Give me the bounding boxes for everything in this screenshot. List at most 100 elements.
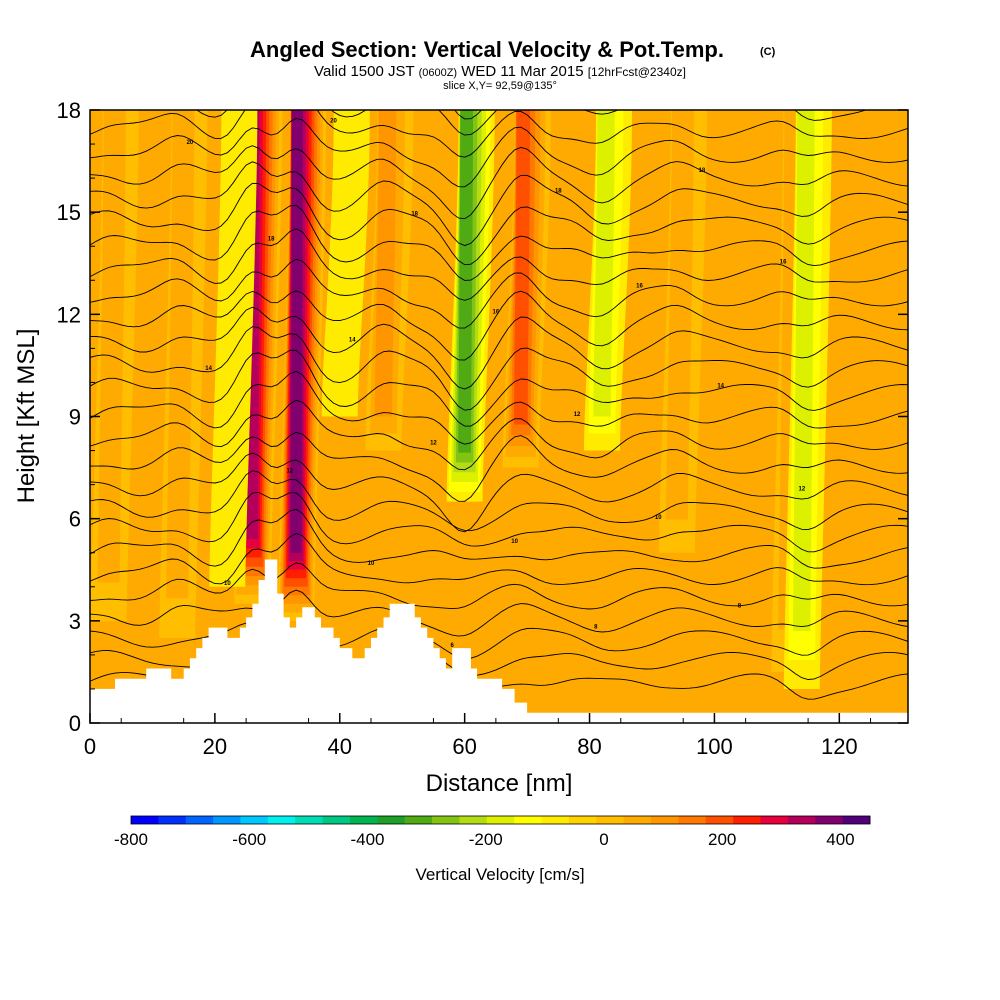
x-tick-label: 60 bbox=[452, 734, 476, 759]
theta-contour bbox=[90, 431, 908, 502]
theta-contour bbox=[90, 110, 908, 158]
downdraft-plume-3-band-0 bbox=[321, 110, 370, 417]
theta-contour bbox=[90, 290, 908, 361]
colorbar-swatch bbox=[541, 816, 570, 824]
theta-contour bbox=[90, 399, 908, 471]
theta-contour bbox=[90, 258, 908, 329]
colorbar-tick-label: -400 bbox=[350, 830, 384, 849]
colorbar-swatch bbox=[158, 816, 187, 824]
x-tick-label: 0 bbox=[84, 734, 96, 759]
colorbar-swatch bbox=[842, 816, 871, 824]
colorbar-swatch bbox=[131, 816, 159, 824]
theta-contour bbox=[90, 470, 908, 532]
colorbar-tick-label: 400 bbox=[826, 830, 854, 849]
theta-contour-label: 20 bbox=[617, 79, 624, 85]
y-tick-label: 6 bbox=[69, 507, 81, 532]
colorbar-label: Vertical Velocity [cm/s] bbox=[415, 865, 584, 884]
theta-contour bbox=[90, 145, 908, 220]
theta-contour-label: 12 bbox=[574, 412, 581, 418]
updraft-plume-3-band-2 bbox=[374, 110, 397, 417]
theta-contour-label: 20 bbox=[187, 140, 194, 146]
theta-contour bbox=[90, 491, 908, 553]
downdraft-plume-2-band-2 bbox=[793, 110, 815, 632]
theta-contour-label: 16 bbox=[780, 259, 787, 265]
theta-contour-label: 12 bbox=[799, 487, 806, 493]
theta-contour bbox=[90, 533, 908, 586]
theta-contour-label: 10 bbox=[368, 561, 375, 567]
valid-prefix: Valid 1500 JST bbox=[314, 63, 414, 80]
x-axis: 0 20 40 60 80 100 120 bbox=[84, 713, 872, 759]
theta-contour bbox=[90, 508, 908, 569]
y-axis: 0 3 6 9 12 15 18 bbox=[57, 98, 908, 736]
colorbar-swatch bbox=[787, 816, 816, 824]
theta-contour-label: 14 bbox=[205, 366, 212, 372]
downdraft-plume-0-band-5 bbox=[458, 110, 473, 453]
downdraft-plume-1-band-2 bbox=[593, 110, 615, 417]
updraft-plume-2-band-4 bbox=[514, 110, 531, 425]
x-tick-label: 40 bbox=[328, 734, 352, 759]
colorbar bbox=[130, 815, 871, 825]
theta-contour bbox=[90, 452, 908, 533]
colorbar-swatch bbox=[815, 816, 844, 824]
valid-time-line: Valid 1500 JST (0600Z) WED 11 Mar 2015 [… bbox=[314, 63, 686, 80]
theta-contour bbox=[90, 204, 908, 281]
colorbar-swatch bbox=[322, 816, 351, 824]
y-tick-label: 9 bbox=[69, 405, 81, 430]
colorbar-swatch bbox=[623, 816, 652, 824]
colorbar-swatch bbox=[349, 816, 378, 824]
colorbar-swatch bbox=[596, 816, 625, 824]
x-axis-label: Distance [nm] bbox=[426, 770, 573, 797]
x-tick-label: 80 bbox=[577, 734, 601, 759]
updraft-plume-4-band-1 bbox=[166, 110, 195, 599]
colorbar-tick-label: -800 bbox=[114, 830, 148, 849]
colorbar-swatch bbox=[568, 816, 597, 824]
theta-contour bbox=[90, 589, 908, 637]
x-tick-label: 100 bbox=[696, 734, 733, 759]
colorbar-swatch bbox=[459, 816, 488, 824]
theta-contour-label: 6 bbox=[450, 643, 454, 649]
theta-contour-label: 10 bbox=[511, 539, 518, 545]
theta-contour-label: 8 bbox=[738, 603, 742, 609]
colorbar-swatch bbox=[213, 816, 241, 824]
updraft-plume-7-band-1 bbox=[97, 110, 126, 583]
colorbar-swatch bbox=[651, 816, 679, 824]
theta-contour-label: 14 bbox=[349, 338, 356, 344]
colorbar-swatch bbox=[240, 816, 269, 824]
downdraft-plume-4-band-0 bbox=[209, 110, 258, 587]
colorbar-ticks: -800 -600 -400 -200 0 200 400 bbox=[114, 830, 855, 849]
chart-title: Angled Section: Vertical Velocity & Pot.… bbox=[250, 37, 724, 62]
colorbar-tick-label: -200 bbox=[469, 830, 503, 849]
colorbar-swatch bbox=[733, 816, 761, 824]
theta-contour-label: 10 bbox=[655, 515, 662, 521]
theta-contour bbox=[90, 306, 908, 390]
theta-contour-label: 16 bbox=[493, 310, 500, 316]
colorbar-tick-label: 0 bbox=[599, 830, 608, 849]
theta-contour-label: 8 bbox=[594, 624, 598, 630]
y-axis-label: Height [Kft MSL] bbox=[13, 329, 40, 504]
valid-forecast: [12hrFcst@2340z] bbox=[588, 65, 686, 79]
theta-contour bbox=[90, 370, 908, 445]
colorbar-swatch bbox=[267, 816, 296, 824]
y-tick-label: 15 bbox=[57, 200, 81, 225]
updraft-plume-6-band-1 bbox=[665, 110, 694, 520]
updraft-plume-1-band-8 bbox=[290, 110, 303, 553]
x-tick-label: 120 bbox=[821, 734, 858, 759]
theta-contour-label: 10 bbox=[224, 581, 231, 587]
plot-area: 4468810101010121212121414141616161818181… bbox=[90, 79, 908, 723]
colorbar-tick-label: -600 bbox=[232, 830, 266, 849]
colorbar-swatch bbox=[760, 816, 789, 824]
theta-contour bbox=[90, 161, 908, 247]
terrain-mask bbox=[90, 559, 908, 723]
colorbar-swatch bbox=[678, 816, 707, 824]
chart-title-suffix: (C) bbox=[760, 46, 776, 58]
theta-contour bbox=[90, 349, 908, 427]
theta-contour-label: 20 bbox=[330, 119, 337, 125]
colorbar-swatch bbox=[295, 816, 323, 824]
theta-contour-label: 12 bbox=[430, 441, 437, 447]
theta-contour-label: 20 bbox=[474, 99, 481, 105]
theta-contour bbox=[90, 326, 908, 411]
colorbar-swatch bbox=[377, 816, 406, 824]
theta-contour-label: 18 bbox=[699, 168, 706, 174]
theta-contour bbox=[90, 117, 908, 188]
